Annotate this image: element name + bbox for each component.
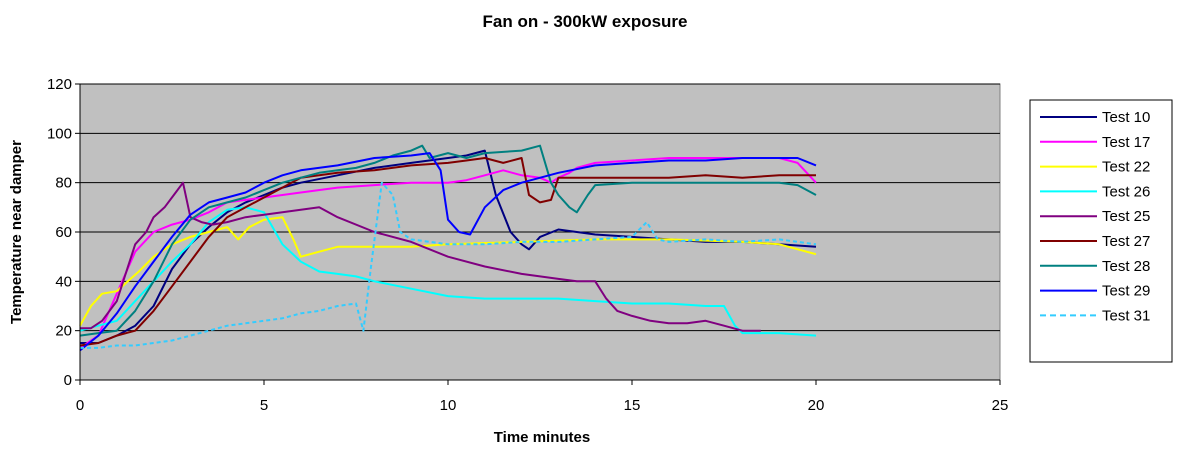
- y-tick-label: 0: [64, 372, 72, 389]
- series-line-test-31: [80, 181, 817, 349]
- chart-title: Fan on - 300kW exposure: [483, 12, 688, 31]
- legend: Test 10 Test 17 Test 22 Test 26 Test 25 Test …: [1029, 99, 1173, 363]
- legend-label: Test 25: [1102, 208, 1150, 225]
- series-line-test-28: [79, 144, 817, 337]
- series-line-test-29: [79, 152, 817, 352]
- series-line-test-10: [80, 149, 817, 344]
- x-tick-label: 0: [76, 397, 84, 414]
- series-line-test-25: [80, 181, 761, 332]
- gridlines: [80, 83, 1000, 332]
- x-tick-label: 20: [808, 397, 825, 414]
- y-tick-label: 80: [55, 175, 72, 192]
- legend-box: [1029, 99, 1173, 363]
- legend-label: Test 31: [1102, 307, 1150, 324]
- y-axis-ticks: 0 20 40 60 80 100 120: [47, 76, 80, 389]
- y-tick-label: 60: [55, 224, 72, 241]
- legend-label: Test 10: [1102, 109, 1150, 126]
- y-axis-title: Temperature near damper: [8, 140, 25, 324]
- x-axis-ticks: 0 5 10 15 20 25: [76, 380, 1009, 414]
- legend-label: Test 29: [1102, 283, 1150, 300]
- x-tick-label: 5: [260, 397, 268, 414]
- x-tick-label: 15: [624, 397, 641, 414]
- y-tick-label: 100: [47, 125, 72, 142]
- y-tick-label: 40: [55, 273, 72, 290]
- y-tick-label: 20: [55, 323, 72, 340]
- legend-label: Test 17: [1102, 134, 1150, 151]
- x-tick-label: 25: [992, 397, 1009, 414]
- x-axis-title: Time minutes: [494, 429, 590, 446]
- series-lines: [79, 144, 817, 352]
- series-line-test-27: [79, 157, 816, 347]
- legend-label: Test 22: [1102, 159, 1150, 176]
- legend-label: Test 26: [1102, 183, 1150, 200]
- legend-label: Test 28: [1102, 258, 1150, 275]
- y-tick-label: 120: [47, 76, 72, 93]
- legend-label: Test 27: [1102, 233, 1150, 250]
- series-line-test-22: [79, 216, 817, 327]
- x-tick-label: 10: [440, 397, 457, 414]
- series-line-test-26: [79, 206, 817, 337]
- series-line-test-17: [79, 157, 817, 349]
